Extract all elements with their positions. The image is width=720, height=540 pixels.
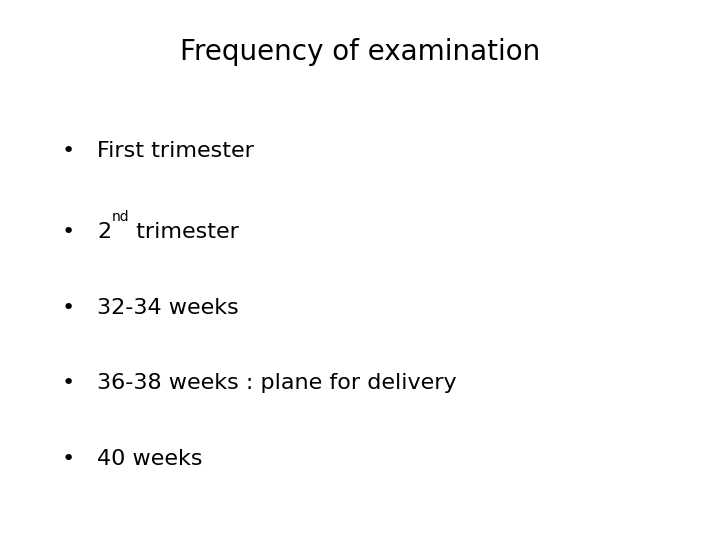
Text: 36-38 weeks : plane for delivery: 36-38 weeks : plane for delivery xyxy=(97,373,456,394)
Text: •: • xyxy=(62,373,75,394)
Text: •: • xyxy=(62,449,75,469)
Text: 2: 2 xyxy=(97,222,112,242)
Text: Frequency of examination: Frequency of examination xyxy=(180,38,540,66)
Text: •: • xyxy=(62,222,75,242)
Text: •: • xyxy=(62,141,75,161)
Text: trimester: trimester xyxy=(129,222,239,242)
Text: nd: nd xyxy=(112,210,129,224)
Text: 40 weeks: 40 weeks xyxy=(97,449,203,469)
Text: •: • xyxy=(62,298,75,318)
Text: 32-34 weeks: 32-34 weeks xyxy=(97,298,239,318)
Text: First trimester: First trimester xyxy=(97,141,254,161)
